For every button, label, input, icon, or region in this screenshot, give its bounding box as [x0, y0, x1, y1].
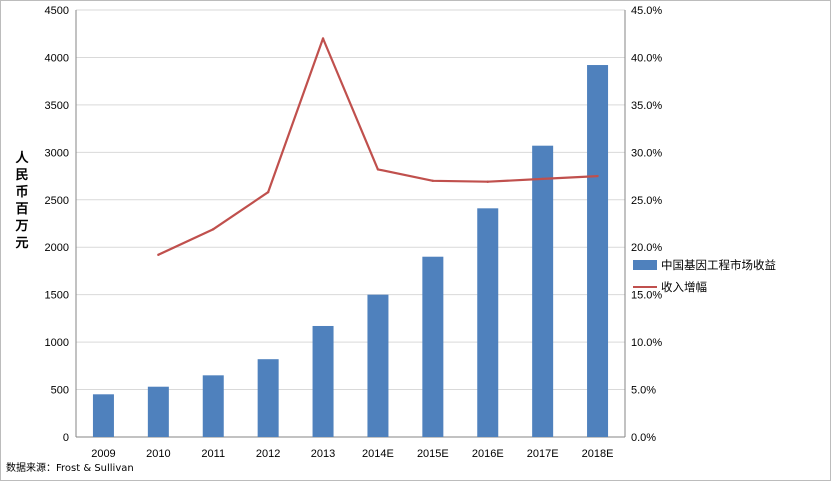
line-point — [157, 253, 160, 257]
y-tick-label: 2000 — [45, 242, 69, 254]
x-tick-label: 2017E — [527, 448, 559, 460]
legend-label-bars: 中国基因工程市场收益 — [661, 258, 776, 272]
legend-item-line: 收入增幅 — [633, 276, 776, 298]
y-tick-label: 4000 — [45, 52, 69, 64]
line-point — [486, 180, 489, 183]
legend-label-line: 收入增幅 — [661, 280, 707, 294]
legend: 中国基因工程市场收益 收入增幅 — [633, 254, 776, 298]
y2-tick-label: 5.0% — [631, 385, 656, 397]
bar — [257, 359, 279, 437]
bar — [587, 65, 609, 437]
y2-tick-label: 45.0% — [631, 5, 662, 17]
y-tick-label: 1000 — [45, 337, 69, 349]
line-point — [431, 179, 435, 182]
x-tick-label: 2010 — [146, 448, 170, 460]
y2-tick-label: 15.0% — [631, 290, 662, 302]
y2-tick-label: 10.0% — [631, 337, 662, 349]
x-tick-label: 2009 — [91, 448, 115, 460]
legend-item-bars: 中国基因工程市场收益 — [633, 254, 776, 276]
source-note: 数据来源：Frost & Sullivan — [6, 463, 134, 474]
y-tick-label: 4500 — [45, 5, 69, 17]
x-tick-label: 2014E — [362, 448, 394, 460]
line-point — [266, 190, 270, 194]
bar — [92, 394, 114, 437]
y2-tick-label: 35.0% — [631, 100, 662, 112]
y2-tick-label: 0.0% — [631, 432, 656, 444]
line-point — [212, 227, 215, 231]
x-tick-label: 2012 — [256, 448, 280, 460]
line-point — [541, 177, 544, 181]
y-tick-label: 1500 — [45, 290, 69, 302]
y-axis-label: 人民币百万元 — [15, 151, 29, 251]
bar — [532, 145, 554, 438]
y-tick-label: 3500 — [45, 100, 69, 112]
bar — [147, 386, 169, 437]
bar — [367, 294, 389, 437]
legend-swatch-line — [633, 286, 657, 288]
y-tick-label: 3000 — [45, 147, 69, 159]
y2-tick-label: 25.0% — [631, 195, 662, 207]
line-point — [376, 168, 380, 171]
y-tick-label: 0 — [63, 432, 69, 444]
y-tick-label: 500 — [51, 385, 69, 397]
bar — [312, 325, 334, 437]
bar — [422, 256, 444, 437]
y-tick-label: 2500 — [45, 195, 69, 207]
x-tick-label: 2013 — [311, 448, 335, 460]
y2-tick-label: 20.0% — [631, 242, 662, 254]
x-tick-label: 2015E — [417, 448, 449, 460]
y2-tick-label: 30.0% — [631, 147, 662, 159]
y2-tick-label: 40.0% — [631, 52, 662, 64]
line-point — [321, 37, 325, 40]
bar — [477, 208, 499, 437]
bar — [202, 375, 224, 437]
line-point — [596, 174, 599, 178]
x-tick-label: 2018E — [582, 448, 614, 460]
x-tick-label: 2011 — [201, 448, 225, 460]
series-line — [157, 37, 598, 256]
legend-swatch-bars — [633, 260, 657, 270]
x-tick-label: 2016E — [472, 448, 504, 460]
